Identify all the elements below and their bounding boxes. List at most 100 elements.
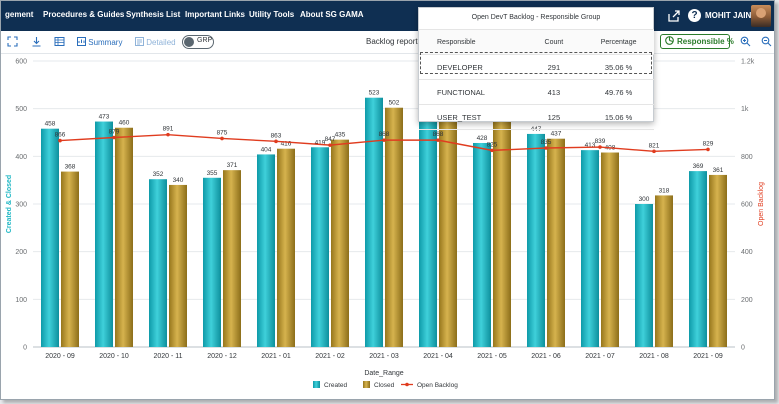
summary-label: Summary [88, 38, 123, 47]
row-count: 291 [524, 54, 584, 80]
bar-created [527, 133, 545, 347]
summary-button[interactable]: Summary [77, 37, 122, 47]
point-open-backlog-label: 891 [163, 126, 174, 133]
x-tick-label: 2021 - 02 [315, 353, 345, 360]
zoom-out-icon[interactable] [760, 36, 772, 48]
zoom-in-icon[interactable] [739, 36, 751, 48]
x-tick-label: 2021 - 05 [477, 353, 507, 360]
bar-closed-label: 361 [713, 167, 724, 174]
bar-closed-label: 371 [227, 162, 238, 169]
bar-created-label: 419 [315, 139, 326, 146]
bar-created [635, 204, 653, 347]
table-row[interactable]: FUNCTIONAL 413 49.76 % [419, 79, 654, 105]
header-count: Count [524, 29, 584, 55]
point-open-backlog [490, 148, 494, 153]
point-open-backlog [382, 138, 386, 142]
bar-created [581, 150, 599, 347]
bar-created [203, 177, 221, 347]
y2-tick-label: 400 [741, 249, 753, 256]
expand-icon[interactable] [6, 36, 18, 48]
table-icon[interactable] [53, 36, 65, 48]
y2-tick-label: 1.2k [741, 59, 755, 66]
x-tick-label: 2020 - 11 [153, 353, 182, 360]
y2-tick-label: 1k [741, 106, 749, 113]
table-row[interactable]: USER_TEST 125 15.06 % [419, 104, 654, 130]
y-tick-label: 600 [15, 59, 27, 66]
bar-closed-label: 416 [281, 141, 292, 148]
nav-item-important-links[interactable]: Important Links [185, 10, 246, 19]
point-open-backlog-label: 821 [649, 142, 660, 149]
row-responsible: DEVELOPER [419, 54, 525, 80]
y-tick-label: 0 [23, 345, 27, 352]
top-nav-bar: gement Procedures & Guides Synthesis Lis… [1, 1, 774, 31]
bar-created-label: 352 [153, 171, 164, 178]
bar-created [311, 147, 329, 347]
y2-tick-label: 800 [741, 154, 753, 161]
point-open-backlog [166, 132, 170, 137]
avatar[interactable] [751, 5, 771, 27]
point-open-backlog-label: 829 [703, 140, 714, 147]
y-tick-label: 500 [15, 106, 27, 113]
point-open-backlog [112, 135, 116, 140]
bar-closed-label: 340 [173, 177, 184, 184]
row-responsible: FUNCTIONAL [419, 79, 525, 105]
legend-label-open-backlog: Open Backlog [417, 382, 458, 389]
bar-closed-label: 435 [335, 132, 346, 139]
x-tick-label: 2021 - 06 [531, 353, 561, 360]
toggle-knob [184, 37, 194, 47]
y2-axis-title: Open Backlog [758, 182, 765, 226]
bar-created-label: 404 [261, 146, 272, 153]
download-icon[interactable] [30, 36, 42, 48]
point-open-backlog-label: 847 [325, 136, 336, 143]
x-tick-label: 2021 - 04 [423, 353, 453, 360]
row-count: 125 [524, 104, 584, 130]
bar-created-label: 300 [639, 196, 650, 203]
point-open-backlog-label: 868 [379, 131, 390, 138]
bar-closed [115, 127, 133, 347]
detailed-button[interactable]: Detailed [135, 37, 176, 47]
help-icon[interactable]: ? [688, 9, 701, 22]
responsible-percent-button[interactable]: Responsible % [660, 34, 734, 49]
nav-item-management[interactable]: gement [5, 10, 34, 19]
bar-closed-label: 437 [551, 131, 562, 138]
point-open-backlog-label: 879 [109, 129, 120, 136]
popover-title: Open DevT Backlog - Responsible Group [471, 14, 601, 21]
report-label: Backlog report [366, 37, 418, 46]
table-row[interactable]: DEVELOPER 291 35.06 % [419, 54, 654, 80]
nav-item-utility-tools[interactable]: Utility Tools [249, 10, 295, 19]
point-open-backlog [544, 146, 548, 150]
bar-closed [439, 118, 457, 347]
share-icon[interactable] [667, 9, 681, 23]
bar-created-label: 355 [207, 170, 218, 177]
nav-item-synthesis[interactable]: Synthesis List [126, 10, 181, 19]
y-tick-label: 200 [15, 249, 27, 256]
summary-icon [77, 37, 86, 46]
bar-created-label: 413 [585, 142, 596, 149]
bar-created-label: 523 [369, 90, 380, 97]
point-open-backlog [436, 138, 440, 142]
header-responsible: Responsible [419, 29, 525, 55]
bar-closed [169, 184, 187, 347]
x-tick-label: 2020 - 09 [45, 353, 75, 360]
x-tick-label: 2021 - 07 [585, 353, 615, 360]
legend-swatch-closed [363, 381, 370, 388]
grp-toggle[interactable]: GRP [182, 35, 214, 49]
legend-marker-open-backlog [405, 382, 409, 387]
legend-swatch-created [313, 381, 320, 388]
y2-tick-label: 0 [741, 345, 745, 352]
header-percentage: Percentage [583, 29, 654, 55]
bar-created-label: 458 [45, 121, 56, 128]
user-name[interactable]: MOHIT JAIN [705, 11, 752, 20]
nav-item-procedures[interactable]: Procedures & Guides [43, 10, 125, 19]
table-header-row: Responsible Count Percentage [419, 29, 654, 55]
point-open-backlog-label: 863 [271, 132, 282, 139]
bar-closed [277, 148, 295, 347]
row-percentage: 15.06 % [583, 104, 654, 130]
y-axis-title: Created & Closed [6, 175, 13, 233]
legend-label-closed: Closed [374, 382, 395, 389]
row-percentage: 49.76 % [583, 79, 654, 105]
y2-tick-label: 600 [741, 202, 753, 209]
y-tick-label: 300 [15, 202, 27, 209]
nav-item-about[interactable]: About SG GAMA [300, 10, 364, 19]
point-open-backlog-label: 825 [487, 141, 498, 148]
